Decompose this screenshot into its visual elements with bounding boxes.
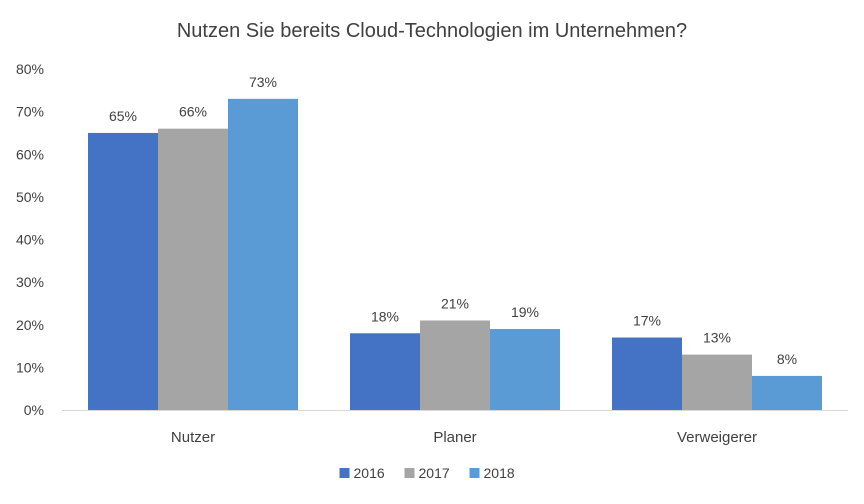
y-tick-label: 20% <box>16 317 44 333</box>
x-category-label: Nutzer <box>171 429 215 446</box>
data-label: 73% <box>249 74 277 90</box>
x-axis: Nutzer Planer Verweigerer <box>62 410 848 446</box>
data-label: 18% <box>371 308 399 324</box>
y-tick-label: 40% <box>16 232 44 248</box>
legend-swatch <box>469 468 480 478</box>
bar-planer-2016 <box>350 333 420 410</box>
data-label: 17% <box>633 313 661 329</box>
legend-label: 2018 <box>484 465 515 481</box>
x-category-label: Planer <box>433 429 476 446</box>
chart-title: Nutzen Sie bereits Cloud-Technologien im… <box>177 20 687 42</box>
y-tick-label: 80% <box>16 61 44 77</box>
bar-planer-2017 <box>420 320 490 410</box>
y-tick-label: 60% <box>16 146 44 162</box>
bars-group <box>88 98 822 411</box>
y-tick-label: 70% <box>16 104 44 120</box>
bar-nutzer-2016 <box>88 132 158 410</box>
y-tick-label: 30% <box>16 274 44 290</box>
legend-label: 2017 <box>419 465 450 481</box>
y-tick-label: 50% <box>16 189 44 205</box>
data-labels-group: 65% 66% 73% 18% 21% 19% 17% 13% 8% <box>109 74 797 367</box>
data-label: 65% <box>109 108 137 124</box>
bar-verweigerer-2016 <box>612 337 682 410</box>
y-axis: 0% 10% 20% 30% 40% 50% 60% 70% 80% <box>16 61 44 418</box>
bar-nutzer-2018 <box>228 98 298 411</box>
data-label: 13% <box>703 330 731 346</box>
bar-nutzer-2017 <box>158 128 228 411</box>
data-label: 21% <box>441 295 469 311</box>
legend-label: 2016 <box>354 465 385 481</box>
bar-planer-2018 <box>490 329 560 410</box>
legend-swatch <box>404 468 415 478</box>
y-tick-label: 10% <box>16 359 44 375</box>
x-category-label: Verweigerer <box>677 429 757 446</box>
bar-verweigerer-2018 <box>752 375 822 410</box>
data-label: 19% <box>511 304 539 320</box>
legend-swatch <box>339 468 350 478</box>
data-label: 8% <box>777 351 797 367</box>
data-label: 66% <box>179 104 207 120</box>
legend: 2016 2017 2018 <box>339 465 515 481</box>
y-tick-label: 0% <box>24 402 44 418</box>
bar-verweigerer-2017 <box>682 354 752 410</box>
